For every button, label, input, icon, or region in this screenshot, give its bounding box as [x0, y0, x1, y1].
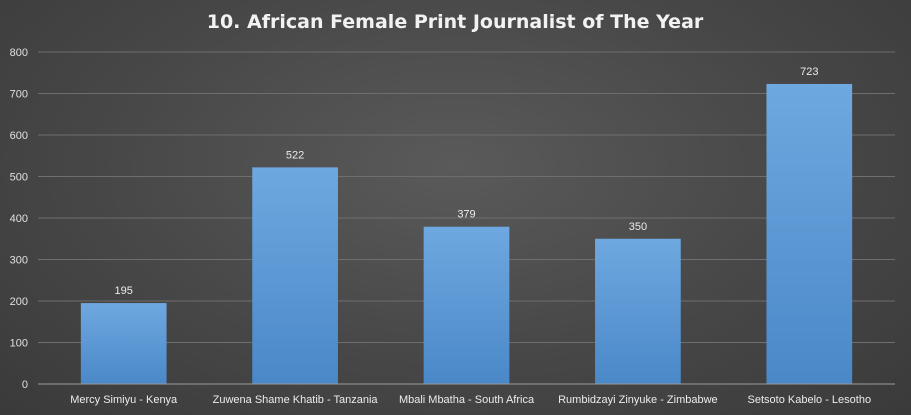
- y-axis-ticks: 0 100 200 300 400 500 600 700 800: [10, 47, 28, 391]
- y-tick-label: 200: [10, 296, 28, 308]
- y-tick-label: 300: [10, 255, 28, 267]
- x-tick-label: Mbali Mbatha - South Africa: [399, 394, 535, 406]
- bar: [766, 83, 853, 384]
- x-axis-ticks: Mercy Simiyu - Kenya Zuwena Shame Khatib …: [70, 394, 871, 406]
- x-tick-label: Zuwena Shame Khatib - Tanzania: [213, 394, 379, 406]
- data-label: 522: [286, 149, 304, 161]
- x-tick-label: Rumbidzayi Zinyuke - Zimbabwe: [558, 394, 718, 406]
- x-tick-label: Setsoto Kabelo - Lesotho: [748, 394, 872, 406]
- x-tick-label: Mercy Simiyu - Kenya: [70, 394, 178, 406]
- data-label: 350: [629, 221, 647, 233]
- data-label: 723: [800, 66, 818, 78]
- y-tick-label: 100: [10, 338, 28, 350]
- bar: [595, 238, 681, 384]
- y-tick-label: 700: [10, 89, 28, 101]
- bar: [80, 303, 167, 384]
- bars: [80, 83, 853, 384]
- y-tick-label: 600: [10, 130, 28, 142]
- data-labels: 195 522 379 350 723: [115, 66, 819, 297]
- data-label: 195: [115, 285, 133, 297]
- data-label: 379: [457, 209, 475, 221]
- y-tick-label: 400: [10, 213, 28, 225]
- y-tick-label: 800: [10, 47, 28, 59]
- y-tick-label: 500: [10, 172, 28, 184]
- bar: [252, 167, 338, 384]
- y-tick-label: 0: [22, 379, 28, 391]
- chart-title: 10. African Female Print Journalist of T…: [207, 11, 704, 33]
- bar: [423, 226, 510, 384]
